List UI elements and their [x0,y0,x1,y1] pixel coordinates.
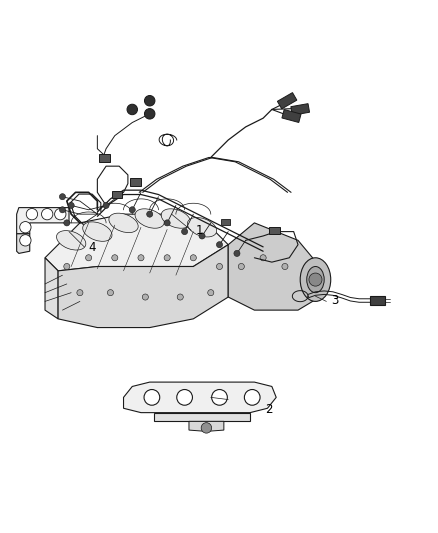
Circle shape [201,423,211,433]
Ellipse shape [161,209,190,228]
Circle shape [42,208,53,220]
Circle shape [164,255,170,261]
Circle shape [207,289,213,296]
Circle shape [112,255,117,261]
Circle shape [177,390,192,405]
Circle shape [26,208,38,220]
Text: 1: 1 [195,224,202,237]
Polygon shape [17,234,30,253]
Polygon shape [281,110,300,123]
Circle shape [20,222,31,233]
Polygon shape [45,214,228,271]
Text: 4: 4 [88,241,96,254]
Ellipse shape [135,209,164,228]
Circle shape [68,203,74,208]
Circle shape [127,104,137,115]
Circle shape [59,193,65,200]
Circle shape [85,255,92,261]
Circle shape [77,289,83,296]
Circle shape [64,263,70,270]
Circle shape [211,390,227,405]
Circle shape [259,255,265,261]
Circle shape [177,294,183,300]
Polygon shape [277,93,296,109]
Circle shape [216,241,222,248]
Polygon shape [45,258,58,319]
FancyBboxPatch shape [268,227,279,234]
FancyBboxPatch shape [99,155,110,162]
Circle shape [233,251,240,256]
Circle shape [144,109,155,119]
Circle shape [107,289,113,296]
Circle shape [164,220,170,226]
Ellipse shape [57,231,86,250]
Circle shape [244,390,259,405]
Polygon shape [17,208,69,234]
FancyBboxPatch shape [221,219,230,225]
Text: 3: 3 [330,294,337,306]
Circle shape [103,203,109,208]
Polygon shape [369,296,385,305]
Ellipse shape [187,217,216,237]
Circle shape [59,207,65,213]
Circle shape [198,233,205,239]
Circle shape [142,294,148,300]
Ellipse shape [109,213,138,232]
Ellipse shape [306,266,323,293]
Circle shape [20,235,31,246]
Circle shape [138,255,144,261]
Ellipse shape [82,222,112,241]
Circle shape [146,211,152,217]
Circle shape [54,208,66,220]
Circle shape [216,263,222,270]
Polygon shape [188,422,223,431]
Circle shape [181,229,187,235]
Circle shape [144,95,155,106]
Circle shape [129,207,135,213]
Circle shape [144,390,159,405]
FancyBboxPatch shape [112,191,121,198]
Ellipse shape [300,258,330,301]
Polygon shape [228,223,319,310]
FancyBboxPatch shape [129,177,141,186]
Circle shape [281,263,287,270]
Circle shape [190,255,196,261]
Circle shape [308,273,321,286]
Circle shape [64,220,70,226]
Text: 2: 2 [265,402,272,416]
Polygon shape [290,103,309,115]
Circle shape [238,263,244,270]
Polygon shape [123,382,276,413]
Polygon shape [154,413,250,422]
Polygon shape [58,245,228,328]
